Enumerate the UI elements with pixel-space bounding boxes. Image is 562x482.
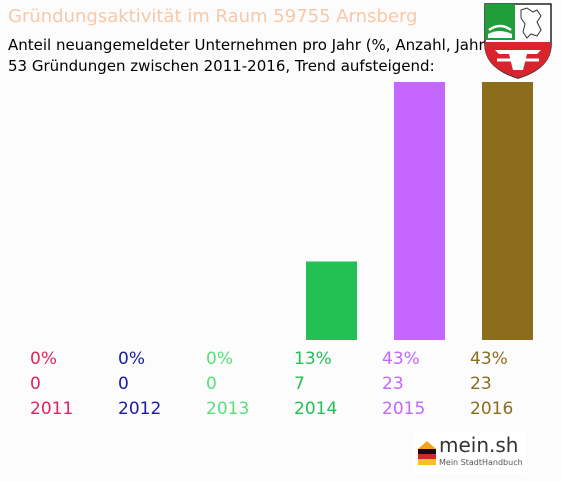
percent-label-2014: 13%: [294, 349, 332, 369]
count-label-2012: 0: [118, 374, 129, 394]
chart-title: Gründungsaktivität im Raum 59755 Arnsber…: [8, 6, 418, 27]
year-label-2015: 2015: [382, 399, 425, 419]
percent-label-2015: 43%: [382, 349, 420, 369]
percent-label-2016: 43%: [470, 349, 508, 369]
count-label-2013: 0: [206, 374, 217, 394]
brand-logo[interactable]: mein.sh Mein StadtHandbuch: [415, 432, 527, 474]
percent-label-2011: 0%: [30, 349, 57, 369]
chart-subtitle-line-2: 53 Gründungen zwischen 2011-2016, Trend …: [8, 57, 435, 75]
year-label-2013: 2013: [206, 399, 249, 419]
house-icon: [418, 441, 436, 465]
count-label-2016: 23: [470, 374, 492, 394]
brand-tagline: Mein StadtHandbuch: [439, 458, 523, 467]
year-label-2011: 2011: [30, 399, 73, 419]
coat-of-arms-icon: [484, 3, 552, 79]
year-label-2016: 2016: [470, 399, 513, 419]
bar-2015: [394, 82, 445, 340]
percent-label-2013: 0%: [206, 349, 233, 369]
percent-label-2012: 0%: [118, 349, 145, 369]
brand-name: mein.sh: [439, 433, 519, 457]
bar-2014: [306, 261, 357, 340]
year-label-2014: 2014: [294, 399, 337, 419]
count-label-2015: 23: [382, 374, 404, 394]
count-label-2011: 0: [30, 374, 41, 394]
bar-2016: [482, 82, 533, 340]
chart-subtitle-line-1: Anteil neuangemeldeter Unternehmen pro J…: [8, 36, 491, 54]
count-label-2014: 7: [294, 374, 305, 394]
year-label-2012: 2012: [118, 399, 161, 419]
